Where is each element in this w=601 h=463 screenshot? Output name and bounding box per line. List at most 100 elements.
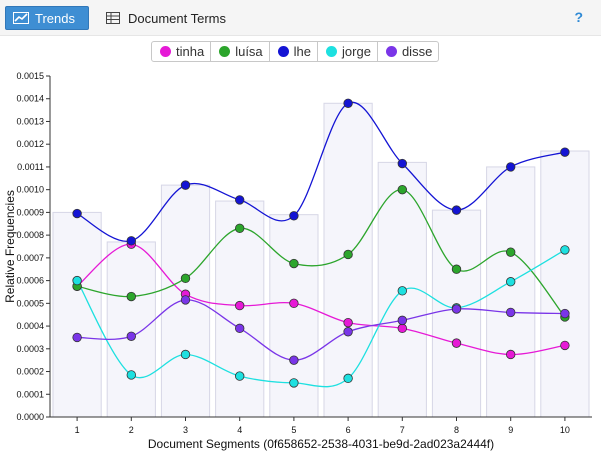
data-point-jorge bbox=[506, 277, 516, 287]
data-point-luísa bbox=[126, 291, 137, 302]
background-bar bbox=[323, 102, 373, 418]
legend-label: tinha bbox=[176, 44, 205, 59]
data-point-lhe bbox=[289, 211, 299, 221]
legend-label: jorge bbox=[342, 44, 371, 59]
data-point-jorge bbox=[289, 378, 299, 388]
y-tick-label: 0.0013 bbox=[16, 116, 44, 126]
chart-legend: tinha luísa lhe jorge disse bbox=[151, 41, 440, 62]
y-tick-label: 0.0003 bbox=[16, 344, 44, 354]
y-tick-label: 0.0011 bbox=[17, 162, 44, 172]
toolbar: Trends Document Terms ? bbox=[0, 0, 601, 36]
x-axis-title: Document Segments (0f658652-2538-4031-be… bbox=[148, 437, 494, 451]
x-tick-label: 9 bbox=[508, 425, 513, 435]
data-point-jorge bbox=[560, 245, 570, 255]
data-point-disse bbox=[451, 304, 462, 314]
x-tick-label: 2 bbox=[129, 425, 134, 435]
tab-trends-label: Trends bbox=[35, 10, 75, 26]
data-point-jorge bbox=[72, 275, 82, 286]
data-point-lhe bbox=[72, 208, 82, 219]
y-tick-label: 0.0007 bbox=[16, 253, 44, 263]
legend-swatch bbox=[326, 46, 338, 57]
data-point-lhe bbox=[560, 147, 570, 157]
data-point-disse bbox=[234, 323, 245, 334]
data-point-disse bbox=[397, 315, 408, 326]
x-tick-label: 10 bbox=[560, 425, 570, 435]
legend-swatch bbox=[385, 46, 397, 57]
data-point-disse bbox=[126, 331, 137, 341]
series-line-jorge bbox=[76, 249, 566, 388]
data-point-luísa bbox=[506, 247, 516, 257]
data-point-lhe bbox=[397, 158, 408, 169]
series-line-lhe bbox=[76, 101, 566, 242]
y-tick-label: 0.0001 bbox=[16, 389, 44, 399]
data-point-tinha bbox=[560, 340, 570, 351]
y-tick-label: 0.0002 bbox=[16, 367, 44, 377]
data-point-luísa bbox=[289, 258, 299, 269]
data-point-jorge bbox=[180, 349, 191, 360]
legend-item-jorge[interactable]: jorge bbox=[317, 42, 377, 61]
x-tick-label: 3 bbox=[183, 425, 188, 435]
legend-item-luísa[interactable]: luísa bbox=[210, 42, 268, 61]
legend-label: lhe bbox=[293, 44, 312, 59]
y-tick-label: 0.0014 bbox=[16, 94, 44, 104]
data-point-lhe bbox=[506, 162, 516, 172]
line-chart-icon bbox=[13, 12, 29, 24]
y-tick-label: 0.0008 bbox=[16, 230, 44, 240]
legend-swatch bbox=[277, 46, 289, 57]
data-point-lhe bbox=[126, 236, 137, 246]
data-point-tinha bbox=[397, 323, 408, 334]
data-point-luísa bbox=[234, 223, 245, 234]
data-point-tinha bbox=[451, 338, 462, 348]
legend-swatch bbox=[219, 46, 231, 57]
y-tick-label: 0.0000 bbox=[16, 412, 44, 422]
x-tick-label: 1 bbox=[75, 425, 80, 435]
legend-swatch bbox=[160, 46, 171, 57]
help-button[interactable]: ? bbox=[574, 9, 583, 25]
background-bar bbox=[106, 241, 156, 418]
data-point-tinha bbox=[234, 300, 245, 311]
data-point-disse bbox=[560, 308, 570, 319]
data-point-jorge bbox=[343, 373, 353, 384]
data-point-tinha bbox=[289, 298, 299, 309]
x-tick-label: 7 bbox=[400, 425, 405, 435]
data-point-lhe bbox=[234, 195, 245, 205]
series-line-disse bbox=[77, 299, 565, 361]
data-point-luísa bbox=[397, 184, 408, 195]
tab-document-terms-label: Document Terms bbox=[128, 10, 227, 26]
y-tick-label: 0.0010 bbox=[16, 185, 44, 195]
x-tick-label: 8 bbox=[454, 425, 459, 435]
tab-trends[interactable]: Trends bbox=[5, 6, 89, 30]
data-point-jorge bbox=[397, 286, 408, 296]
tab-document-terms[interactable]: Document Terms bbox=[106, 6, 226, 30]
data-point-luísa bbox=[451, 264, 462, 274]
data-point-lhe bbox=[451, 205, 462, 215]
y-tick-label: 0.0009 bbox=[16, 207, 44, 217]
data-point-disse bbox=[343, 327, 353, 337]
data-point-disse bbox=[72, 332, 82, 343]
legend-item-lhe[interactable]: lhe bbox=[268, 42, 317, 61]
table-icon bbox=[106, 12, 120, 24]
x-tick-label: 5 bbox=[291, 425, 296, 435]
y-tick-label: 0.0012 bbox=[16, 139, 44, 149]
y-tick-label: 0.0005 bbox=[16, 298, 44, 308]
data-point-lhe bbox=[180, 180, 191, 190]
series-line-tinha bbox=[76, 243, 566, 356]
y-axis-title: Relative Frequencies bbox=[3, 190, 17, 303]
data-point-disse bbox=[180, 295, 191, 305]
data-point-tinha bbox=[506, 349, 516, 360]
data-point-luísa bbox=[343, 249, 353, 260]
legend-item-disse[interactable]: disse bbox=[376, 42, 438, 61]
legend-item-tinha[interactable]: tinha bbox=[152, 42, 210, 61]
data-point-disse bbox=[289, 355, 299, 365]
data-point-tinha bbox=[343, 317, 353, 328]
data-point-luísa bbox=[180, 273, 191, 284]
background-bar bbox=[540, 150, 590, 418]
series-line-luísa bbox=[76, 189, 566, 318]
y-tick-label: 0.0015 bbox=[16, 71, 44, 81]
data-point-jorge bbox=[234, 371, 245, 381]
data-point-jorge bbox=[126, 370, 137, 380]
legend-label: disse bbox=[401, 44, 433, 59]
x-tick-label: 6 bbox=[346, 425, 351, 435]
y-tick-label: 0.0004 bbox=[16, 321, 44, 331]
